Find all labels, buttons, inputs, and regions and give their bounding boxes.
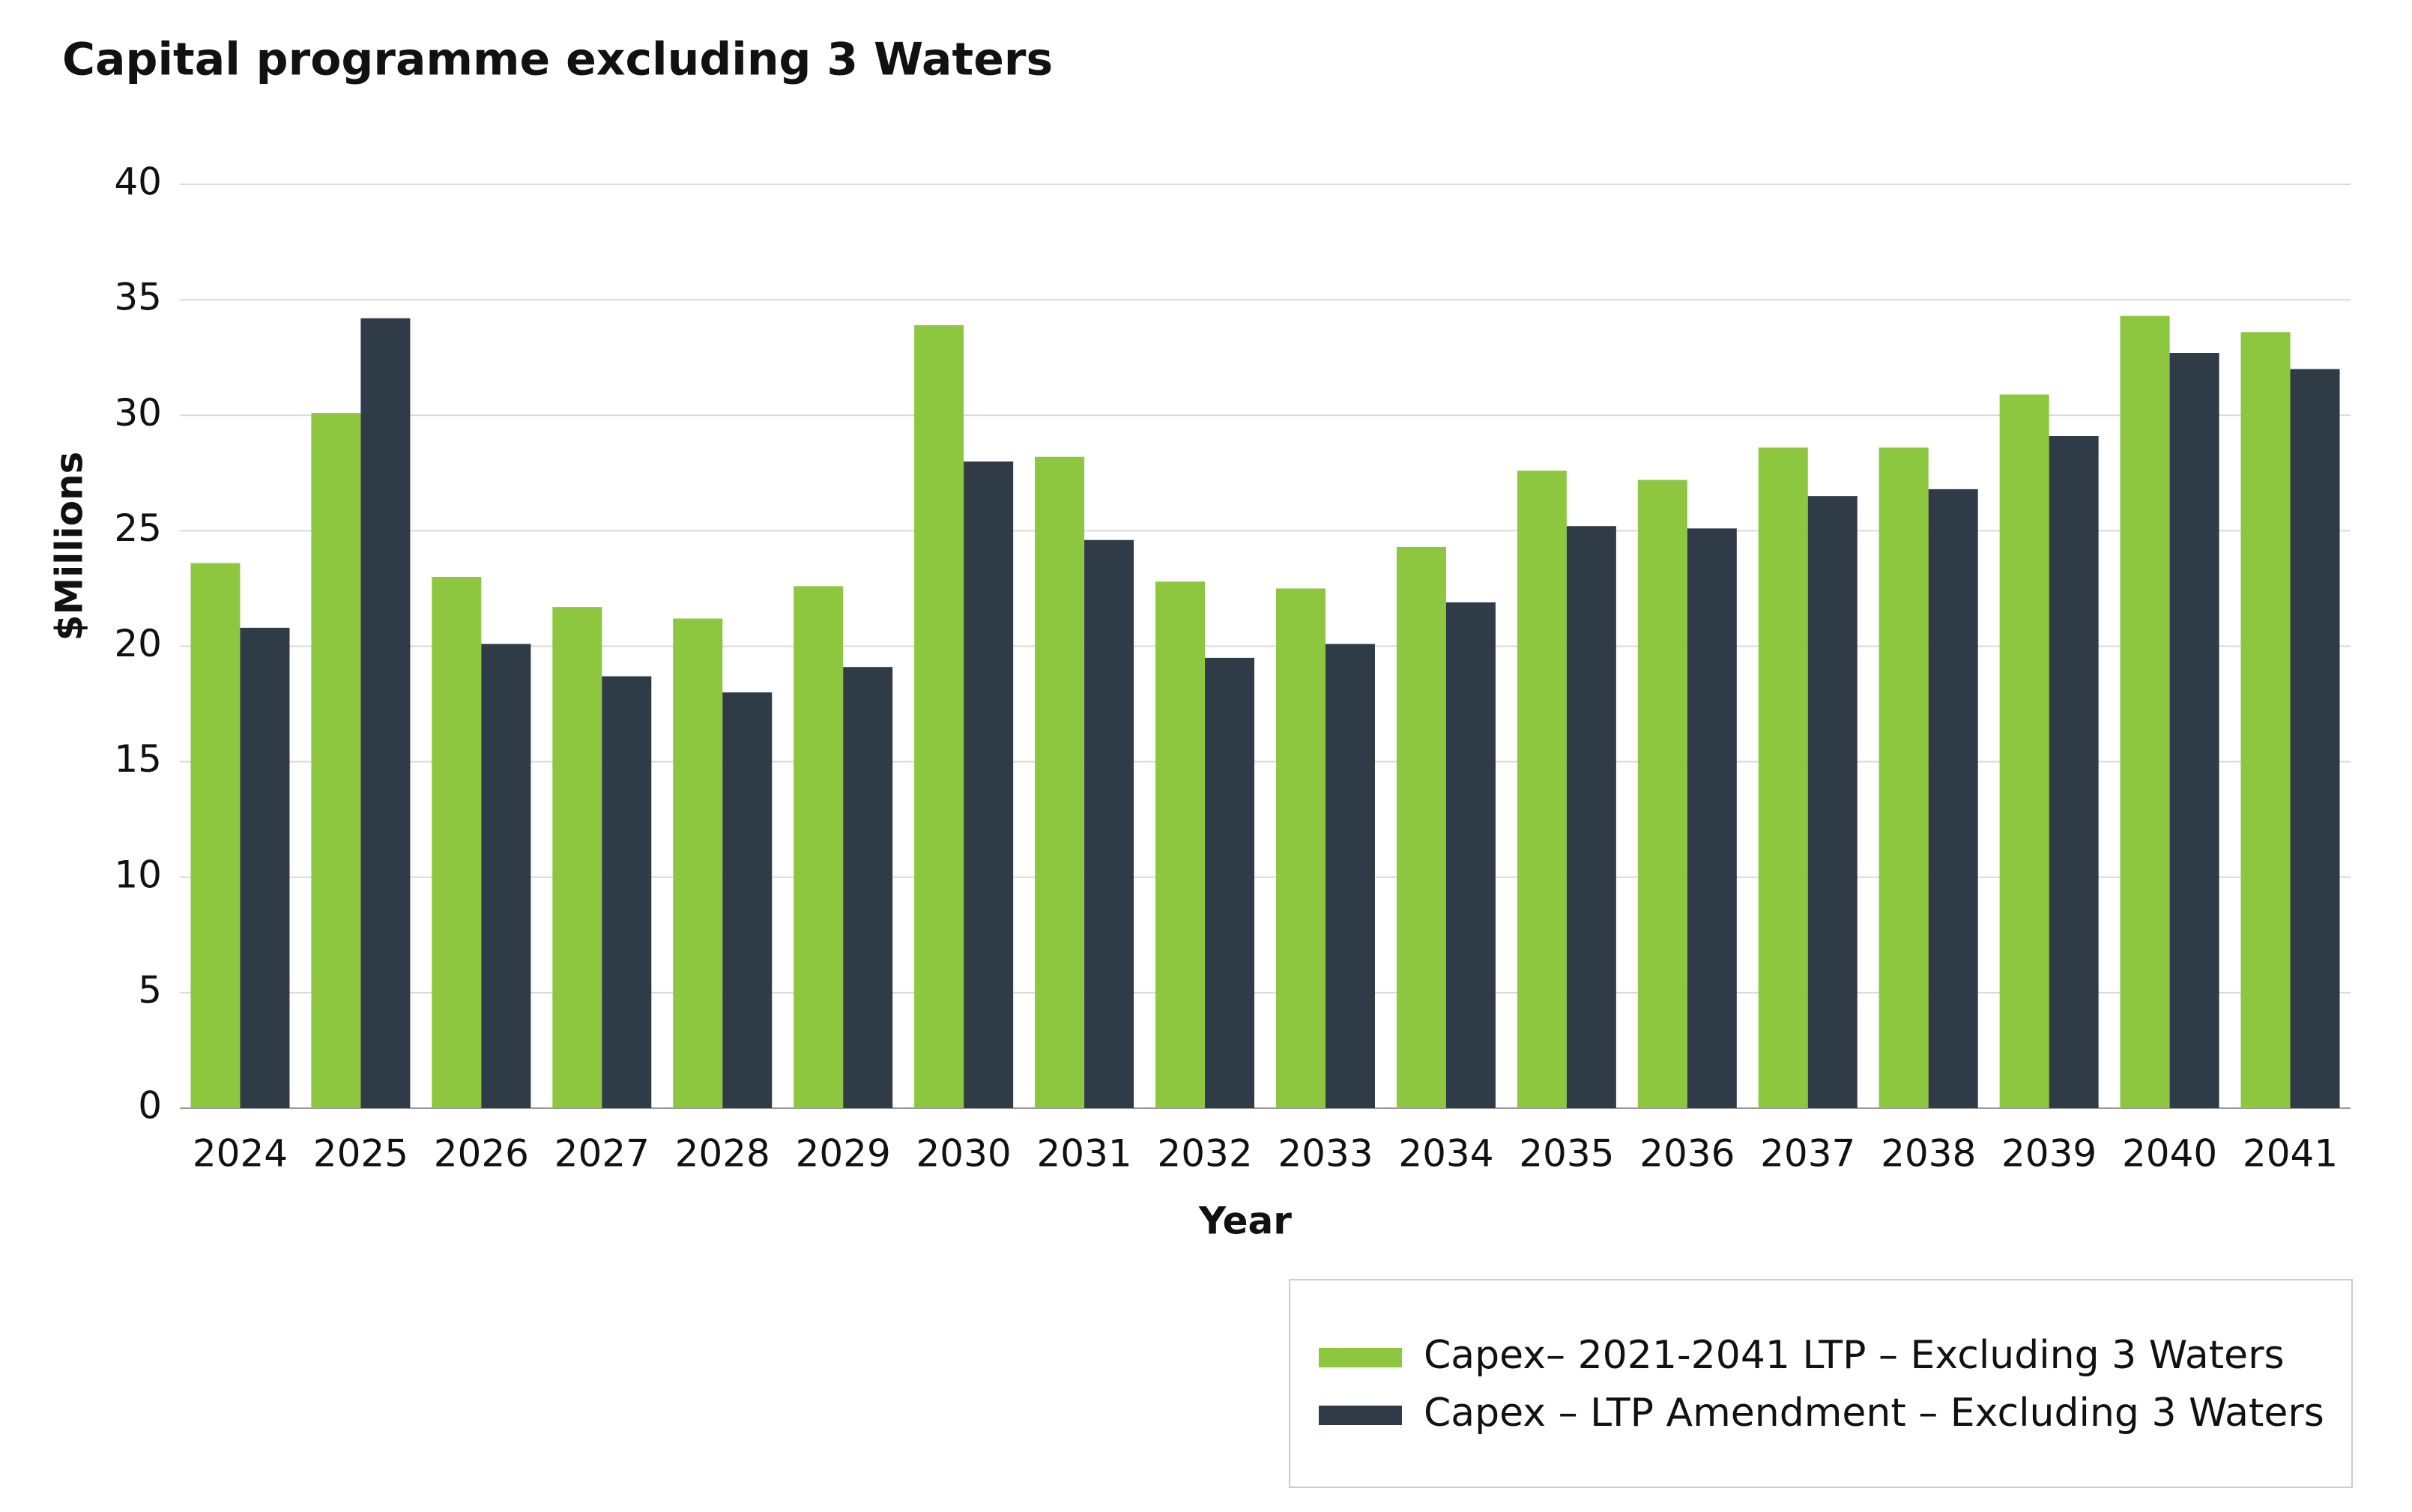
bar xyxy=(1396,546,1446,1108)
chart-title: Capital programme excluding 3 Waters xyxy=(62,34,1053,86)
x-tick-label: 2035 xyxy=(1519,1132,1614,1176)
x-tick-label: 2027 xyxy=(554,1132,650,1176)
x-tick-label: 2034 xyxy=(1398,1132,1493,1176)
x-tick-label: 2031 xyxy=(1036,1132,1131,1176)
bar xyxy=(914,325,964,1109)
y-tick-label: 40 xyxy=(114,160,162,204)
x-tick-label: 2030 xyxy=(916,1132,1012,1176)
bar xyxy=(481,644,531,1108)
y-tick-label: 15 xyxy=(114,737,162,781)
bar xyxy=(1275,588,1326,1108)
x-tick-label: 2032 xyxy=(1157,1132,1252,1176)
y-tick-label: 10 xyxy=(114,853,162,896)
legend-box xyxy=(1289,1279,2353,1488)
x-axis-label: Year xyxy=(1198,1200,1292,1243)
bar xyxy=(602,676,652,1108)
bar xyxy=(794,586,844,1108)
bar xyxy=(1517,471,1567,1108)
bar xyxy=(552,607,602,1108)
legend-label: Capex– 2021-2041 LTP – Excluding 3 Water… xyxy=(1424,1333,2285,1378)
y-tick-label: 20 xyxy=(114,622,162,665)
x-tick-label: 2029 xyxy=(796,1132,891,1176)
bar xyxy=(1084,539,1134,1108)
bar xyxy=(1928,489,1978,1108)
x-tick-label: 2040 xyxy=(2122,1132,2217,1176)
bar xyxy=(360,318,411,1108)
x-tick-label: 2033 xyxy=(1278,1132,1373,1176)
bar xyxy=(1155,581,1206,1108)
bar xyxy=(1758,447,1808,1108)
bar xyxy=(2240,332,2291,1108)
bar xyxy=(843,667,893,1108)
bar xyxy=(432,577,482,1108)
bar xyxy=(190,563,241,1108)
y-tick-label: 5 xyxy=(138,968,162,1011)
x-tick-label: 2037 xyxy=(1760,1132,1855,1176)
bar xyxy=(2290,369,2340,1109)
x-tick-label: 2041 xyxy=(2243,1132,2338,1176)
x-tick-label: 2038 xyxy=(1881,1132,1976,1176)
bar xyxy=(311,413,361,1108)
y-tick-label: 35 xyxy=(114,276,162,319)
bar xyxy=(1807,496,1858,1108)
bar xyxy=(1999,394,2049,1108)
y-tick-label: 25 xyxy=(114,506,162,550)
x-tick-label: 2028 xyxy=(675,1132,770,1176)
bar xyxy=(1637,480,1687,1108)
bar xyxy=(2120,315,2170,1108)
bar xyxy=(240,627,290,1108)
legend-swatch xyxy=(1319,1348,1402,1367)
legend-swatch xyxy=(1319,1406,1402,1425)
x-tick-label: 2039 xyxy=(2001,1132,2097,1176)
bar xyxy=(964,461,1014,1108)
bar xyxy=(1445,602,1496,1108)
bar xyxy=(2049,435,2099,1108)
bar xyxy=(1325,644,1375,1108)
y-tick-label: 0 xyxy=(138,1084,162,1128)
bar xyxy=(722,692,773,1108)
bar xyxy=(1205,657,1255,1108)
bar xyxy=(673,618,723,1108)
x-tick-label: 2024 xyxy=(193,1132,288,1176)
x-tick-label: 2026 xyxy=(434,1132,529,1176)
legend-label: Capex – LTP Amendment – Excluding 3 Wate… xyxy=(1424,1391,2324,1436)
x-tick-label: 2036 xyxy=(1639,1132,1735,1176)
y-axis-label: $Millions xyxy=(48,452,91,641)
bar xyxy=(1687,528,1737,1108)
bar xyxy=(1878,447,1929,1108)
bar xyxy=(1035,456,1085,1108)
y-tick-label: 30 xyxy=(114,391,162,435)
bar xyxy=(1566,526,1616,1108)
bar xyxy=(2169,353,2219,1109)
x-tick-label: 2025 xyxy=(313,1132,408,1176)
